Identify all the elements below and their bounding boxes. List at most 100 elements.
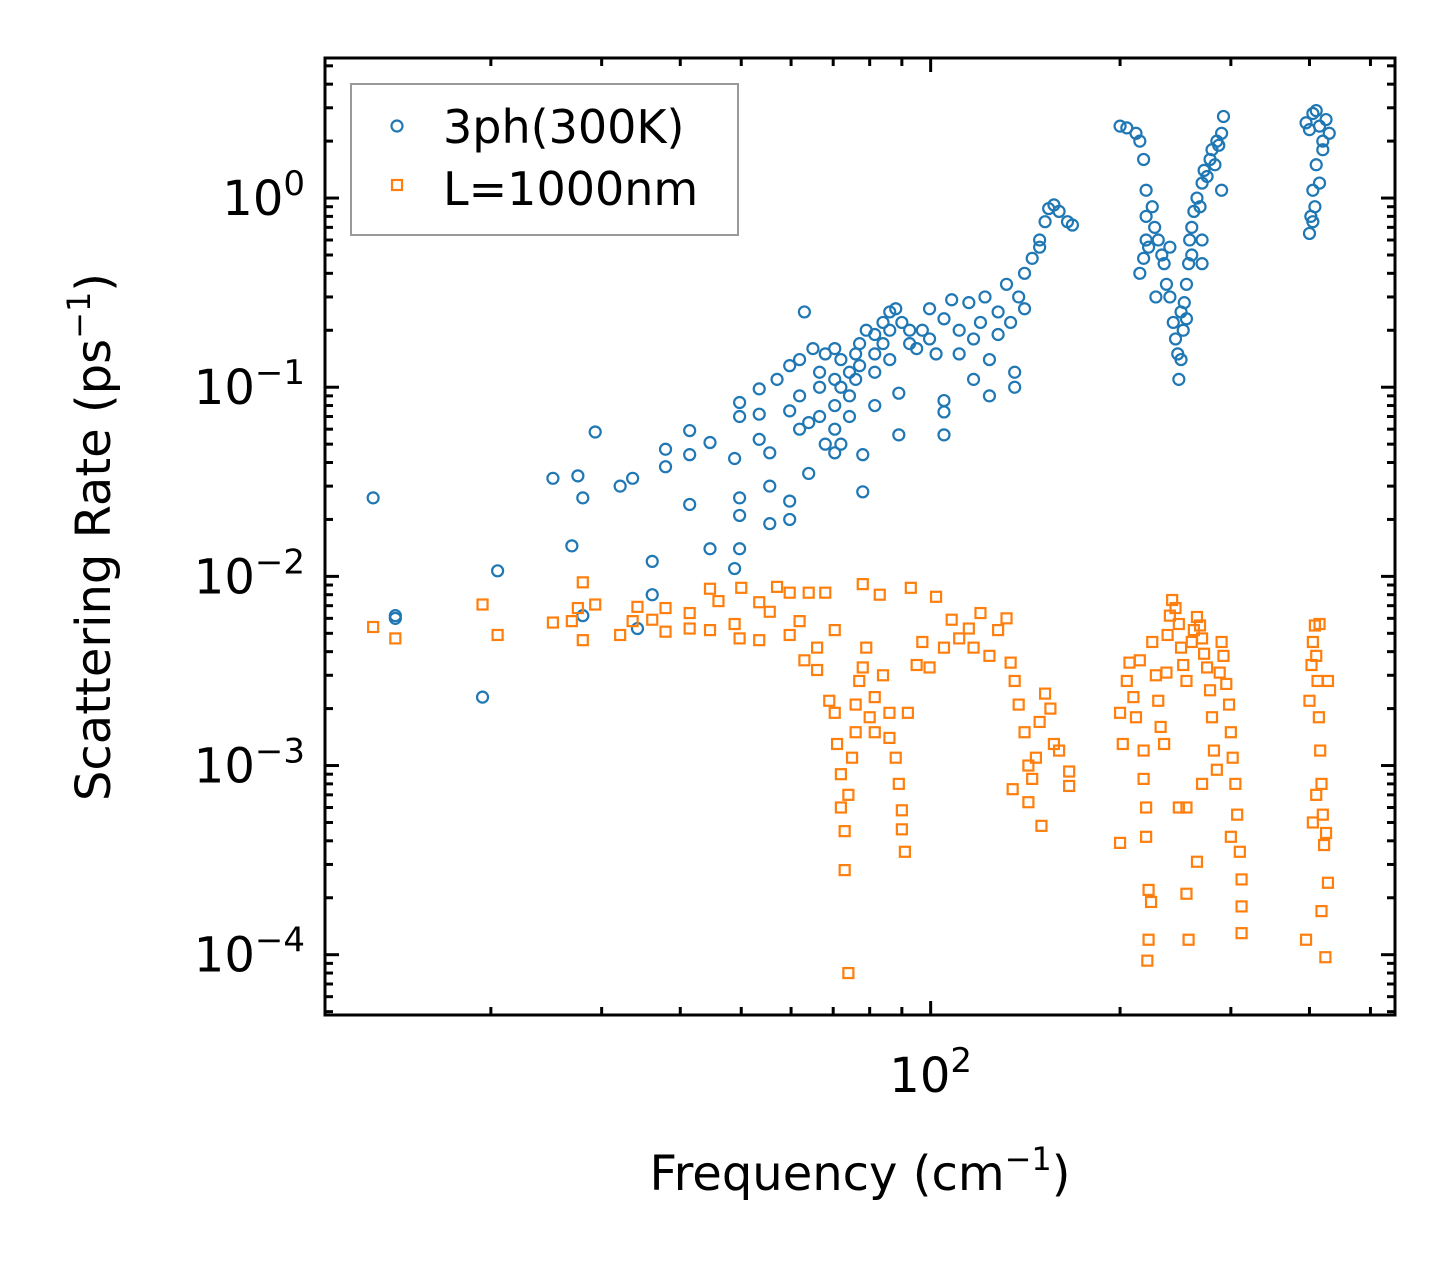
data-point xyxy=(1155,248,1169,262)
data-point xyxy=(1226,751,1239,764)
data-point xyxy=(1063,779,1076,793)
data-point xyxy=(1160,666,1173,679)
legend-label-3ph: 3ph(300K) xyxy=(443,100,684,154)
data-point xyxy=(834,801,847,814)
data-point xyxy=(860,641,873,654)
data-point xyxy=(792,389,807,403)
data-point xyxy=(1308,200,1322,214)
data-point xyxy=(856,661,869,674)
data-point xyxy=(1224,830,1237,843)
legend-marker-circle xyxy=(390,119,404,133)
data-point xyxy=(1139,183,1153,197)
data-point xyxy=(842,788,855,801)
data-point xyxy=(1182,933,1195,946)
data-point xyxy=(1006,783,1019,796)
data-point xyxy=(1180,674,1193,688)
data-point xyxy=(952,323,966,337)
data-point xyxy=(978,290,992,304)
data-point xyxy=(728,561,742,576)
data-point xyxy=(1029,751,1043,764)
data-point xyxy=(974,606,987,620)
data-point xyxy=(1008,365,1022,379)
data-point xyxy=(703,582,717,595)
data-point xyxy=(973,315,988,330)
data-point xyxy=(828,706,841,719)
data-point xyxy=(830,737,844,751)
data-point xyxy=(1133,266,1147,280)
data-point xyxy=(1026,772,1039,785)
data-point xyxy=(983,649,996,662)
data-point xyxy=(1146,635,1159,649)
data-point xyxy=(1139,209,1153,223)
data-point xyxy=(1203,684,1217,697)
data-point xyxy=(999,277,1014,291)
data-point xyxy=(883,352,897,367)
data-point xyxy=(1159,277,1174,291)
data-point xyxy=(1004,315,1018,330)
tick-labels: 102 100 10−1 10−2 10−3 10−4 xyxy=(194,164,972,1104)
data-point xyxy=(565,615,578,628)
data-point xyxy=(1217,649,1230,662)
data-point xyxy=(868,691,881,704)
data-point xyxy=(849,698,862,711)
data-point xyxy=(873,588,886,601)
data-point xyxy=(1166,593,1179,607)
data-point xyxy=(1306,183,1320,197)
data-point xyxy=(733,508,747,523)
data-point xyxy=(728,451,742,466)
data-point xyxy=(646,613,659,626)
data-point xyxy=(1140,830,1153,843)
data-point xyxy=(1306,816,1319,829)
data-point xyxy=(1033,715,1046,729)
data-point xyxy=(683,622,696,635)
data-point xyxy=(1035,819,1048,832)
data-point xyxy=(1172,801,1185,814)
data-point xyxy=(1144,895,1158,909)
data-point xyxy=(1319,826,1333,840)
y-tick-label: 10−3 xyxy=(194,732,305,795)
data-point xyxy=(812,409,827,424)
data-point xyxy=(1185,248,1199,262)
data-point xyxy=(1321,674,1335,688)
legend: 3ph(300K) L=1000nm xyxy=(350,83,739,236)
data-point xyxy=(922,332,937,346)
data-point xyxy=(546,616,560,629)
data-point xyxy=(1168,332,1183,346)
data-point xyxy=(828,446,842,460)
data-point xyxy=(1142,933,1155,946)
data-point xyxy=(868,347,882,361)
data-point xyxy=(1158,737,1171,751)
data-point xyxy=(783,586,796,599)
data-point xyxy=(367,620,380,634)
data-point xyxy=(1012,290,1026,304)
data-point xyxy=(910,658,923,672)
data-point xyxy=(1065,218,1080,232)
data-point xyxy=(1113,836,1127,849)
data-point xyxy=(982,389,997,403)
data-point xyxy=(659,625,672,638)
data-point xyxy=(1022,796,1035,809)
data-point xyxy=(834,437,848,451)
data-point xyxy=(1197,647,1211,660)
data-point xyxy=(770,372,784,386)
data-point xyxy=(828,623,841,637)
data-point xyxy=(1176,323,1190,337)
data-point xyxy=(1151,233,1165,247)
data-point xyxy=(876,337,890,351)
data-point xyxy=(802,466,816,481)
data-point xyxy=(889,751,902,764)
y-axis-label: Scattering Rate (ps−1) xyxy=(60,273,122,801)
data-point xyxy=(770,580,784,593)
data-point xyxy=(811,641,824,654)
data-point xyxy=(1129,711,1143,724)
data-point xyxy=(1004,656,1017,669)
data-point xyxy=(1215,635,1228,649)
data-point xyxy=(889,302,903,316)
data-point xyxy=(876,315,890,330)
data-point xyxy=(389,632,402,645)
legend-label-l1000nm: L=1000nm xyxy=(443,162,698,216)
data-point xyxy=(1137,251,1151,265)
data-point xyxy=(1233,845,1246,858)
data-point xyxy=(1309,103,1323,118)
